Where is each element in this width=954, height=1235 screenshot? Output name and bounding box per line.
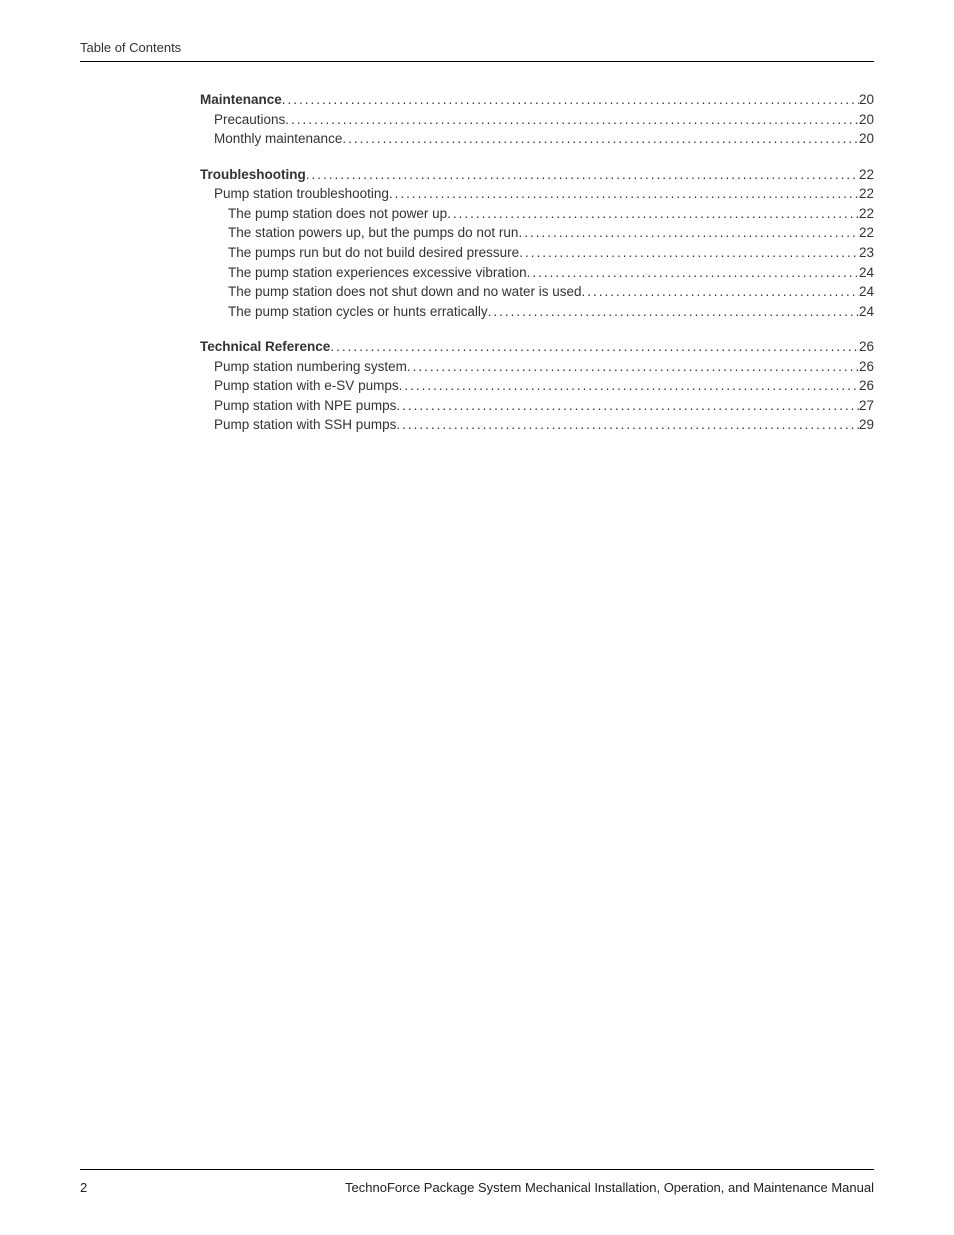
- manual-title: TechnoForce Package System Mechanical In…: [345, 1180, 874, 1195]
- toc-entry-page: 29: [859, 415, 874, 435]
- toc-dot-leader: ........................................…: [519, 243, 859, 263]
- toc-item-row[interactable]: Pump station with NPE pumps.............…: [200, 396, 874, 416]
- toc-dot-leader: ........................................…: [527, 263, 859, 283]
- page-header: Table of Contents: [80, 40, 874, 62]
- toc-item-row[interactable]: The pumps run but do not build desired p…: [200, 243, 874, 263]
- toc-item-row[interactable]: Precautions.............................…: [200, 110, 874, 130]
- toc-entry-title: The pumps run but do not build desired p…: [200, 243, 519, 263]
- toc-entry-page: 22: [859, 184, 874, 204]
- toc-entry-title: The pump station cycles or hunts erratic…: [200, 302, 488, 322]
- toc-entry-title: Precautions: [200, 110, 285, 130]
- toc-entry-title: Pump station with NPE pumps: [200, 396, 396, 416]
- toc-entry-title: Monthly maintenance: [200, 129, 342, 149]
- toc-dot-leader: ........................................…: [518, 223, 859, 243]
- toc-entry-page: 23: [859, 243, 874, 263]
- toc-heading-row[interactable]: Troubleshooting.........................…: [200, 165, 874, 185]
- toc-dot-leader: ........................................…: [285, 110, 859, 130]
- toc-entry-page: 26: [859, 337, 874, 357]
- toc-dot-leader: ........................................…: [389, 184, 859, 204]
- toc-entry-page: 22: [859, 223, 874, 243]
- toc-dot-leader: ........................................…: [581, 282, 858, 302]
- toc-item-row[interactable]: The pump station does not power up......…: [200, 204, 874, 224]
- toc-dot-leader: ........................................…: [407, 357, 859, 377]
- toc-entry-page: 26: [859, 357, 874, 377]
- toc-entry-page: 24: [859, 263, 874, 283]
- toc-heading-row[interactable]: Maintenance.............................…: [200, 90, 874, 110]
- toc-dot-leader: ........................................…: [396, 396, 859, 416]
- header-title: Table of Contents: [80, 40, 181, 55]
- toc-item-row[interactable]: The pump station experiences excessive v…: [200, 263, 874, 283]
- page-footer: 2 TechnoForce Package System Mechanical …: [80, 1169, 874, 1195]
- toc-entry-page: 22: [859, 165, 874, 185]
- toc-entry-title: The pump station does not power up: [200, 204, 447, 224]
- toc-item-row[interactable]: Monthly maintenance.....................…: [200, 129, 874, 149]
- toc-entry-title: Pump station with e-SV pumps: [200, 376, 399, 396]
- toc-dot-leader: ........................................…: [447, 204, 859, 224]
- table-of-contents: Maintenance.............................…: [200, 90, 874, 435]
- toc-entry-title: Pump station with SSH pumps: [200, 415, 396, 435]
- toc-entry-title: Troubleshooting: [200, 165, 306, 185]
- page: Table of Contents Maintenance...........…: [80, 40, 874, 1195]
- toc-entry-page: 20: [859, 110, 874, 130]
- toc-entry-title: Pump station numbering system: [200, 357, 407, 377]
- toc-dot-leader: ........................................…: [306, 165, 859, 185]
- toc-entry-title: Maintenance: [200, 90, 282, 110]
- toc-entry-title: The pump station experiences excessive v…: [200, 263, 527, 283]
- toc-entry-page: 20: [859, 129, 874, 149]
- toc-dot-leader: ........................................…: [399, 376, 859, 396]
- toc-entry-page: 24: [859, 302, 874, 322]
- toc-dot-leader: ........................................…: [396, 415, 859, 435]
- toc-entry-title: The pump station does not shut down and …: [200, 282, 581, 302]
- toc-dot-leader: ........................................…: [330, 337, 859, 357]
- toc-entry-title: Pump station troubleshooting: [200, 184, 389, 204]
- toc-item-row[interactable]: The station powers up, but the pumps do …: [200, 223, 874, 243]
- toc-heading-row[interactable]: Technical Reference.....................…: [200, 337, 874, 357]
- toc-dot-leader: ........................................…: [342, 129, 859, 149]
- toc-item-row[interactable]: Pump station with e-SV pumps............…: [200, 376, 874, 396]
- toc-entry-page: 26: [859, 376, 874, 396]
- toc-entry-page: 24: [859, 282, 874, 302]
- toc-entry-page: 22: [859, 204, 874, 224]
- page-number: 2: [80, 1180, 87, 1195]
- toc-item-row[interactable]: Pump station troubleshooting............…: [200, 184, 874, 204]
- toc-item-row[interactable]: The pump station cycles or hunts erratic…: [200, 302, 874, 322]
- toc-dot-leader: ........................................…: [488, 302, 859, 322]
- toc-item-row[interactable]: Pump station with SSH pumps.............…: [200, 415, 874, 435]
- toc-entry-page: 27: [859, 396, 874, 416]
- toc-entry-page: 20: [859, 90, 874, 110]
- toc-dot-leader: ........................................…: [282, 90, 859, 110]
- toc-item-row[interactable]: Pump station numbering system...........…: [200, 357, 874, 377]
- toc-section: Maintenance.............................…: [200, 90, 874, 149]
- toc-section: Technical Reference.....................…: [200, 337, 874, 435]
- toc-section: Troubleshooting.........................…: [200, 165, 874, 322]
- toc-entry-title: Technical Reference: [200, 337, 330, 357]
- toc-entry-title: The station powers up, but the pumps do …: [200, 223, 518, 243]
- toc-item-row[interactable]: The pump station does not shut down and …: [200, 282, 874, 302]
